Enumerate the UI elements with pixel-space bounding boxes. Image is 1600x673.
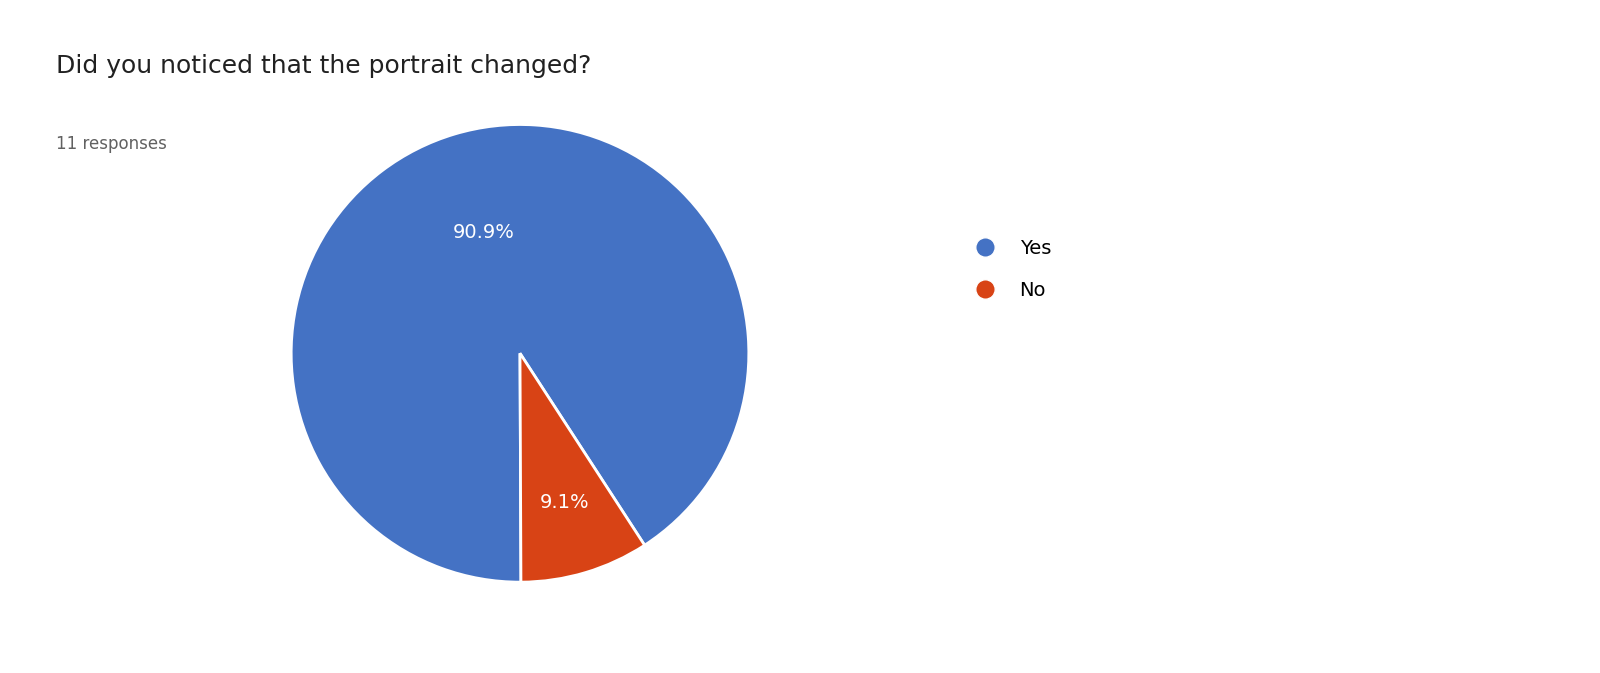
Text: 9.1%: 9.1% bbox=[539, 493, 589, 512]
Text: 90.9%: 90.9% bbox=[453, 223, 515, 242]
Legend: Yes, No: Yes, No bbox=[957, 231, 1059, 308]
Wedge shape bbox=[291, 125, 749, 582]
Wedge shape bbox=[520, 353, 645, 582]
Text: 11 responses: 11 responses bbox=[56, 135, 166, 153]
Text: Did you noticed that the portrait changed?: Did you noticed that the portrait change… bbox=[56, 54, 592, 78]
